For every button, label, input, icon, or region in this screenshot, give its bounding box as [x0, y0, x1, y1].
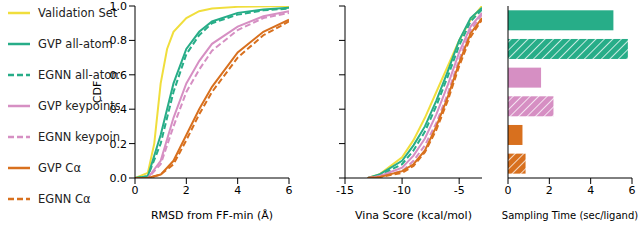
svg-text:-10: -10	[393, 184, 411, 197]
svg-text:Vina Score (kcal/mol): Vina Score (kcal/mol)	[355, 209, 472, 222]
svg-text:GVP keypoints: GVP keypoints	[38, 99, 120, 113]
svg-text:GVP all-atom: GVP all-atom	[38, 37, 113, 51]
svg-text:EGNN keypoints: EGNN keypoints	[38, 130, 120, 144]
svg-text:CDF: CDF	[92, 81, 104, 103]
svg-text:0.4: 0.4	[110, 103, 128, 116]
svg-text:2: 2	[183, 184, 190, 197]
svg-text:0.0: 0.0	[110, 172, 128, 185]
svg-text:-15: -15	[336, 184, 354, 197]
svg-text:0.2: 0.2	[110, 138, 128, 151]
svg-text:EGNN all-atom: EGNN all-atom	[38, 68, 120, 82]
svg-text:Validation Set: Validation Set	[38, 6, 118, 20]
svg-text:1.0: 1.0	[110, 0, 128, 13]
svg-text:6: 6	[629, 184, 633, 197]
svg-text:4: 4	[234, 184, 241, 197]
svg-text:0.6: 0.6	[110, 69, 128, 82]
svg-text:2: 2	[546, 184, 553, 197]
svg-text:4: 4	[587, 184, 594, 197]
svg-text:0: 0	[505, 184, 512, 197]
svg-text:Sampling Time (sec/ligand): Sampling Time (sec/ligand)	[502, 210, 632, 221]
svg-text:GVP Cα: GVP Cα	[38, 161, 81, 175]
svg-text:RMSD from FF-min (Å): RMSD from FF-min (Å)	[151, 209, 273, 222]
svg-text:6: 6	[286, 184, 293, 197]
svg-text:0: 0	[132, 184, 139, 197]
svg-text:0.8: 0.8	[110, 34, 128, 47]
svg-text:EGNN Cα: EGNN Cα	[38, 192, 91, 206]
svg-text:-5: -5	[454, 184, 465, 197]
